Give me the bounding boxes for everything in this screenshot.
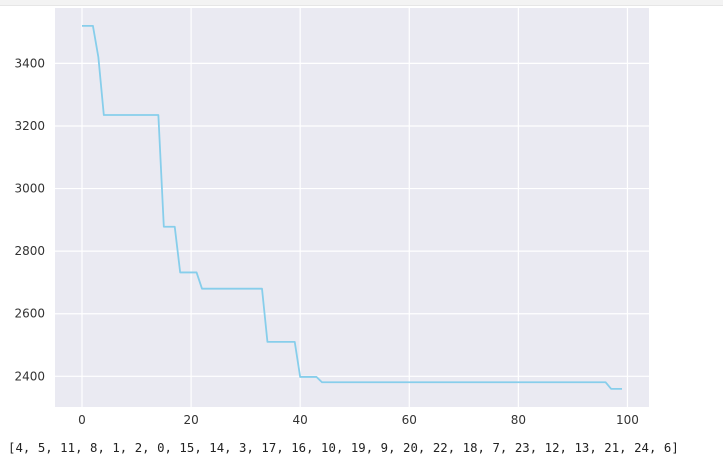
x-tick-label: 60 — [402, 413, 417, 427]
y-tick-label: 2600 — [14, 307, 45, 321]
y-tick-label: 3400 — [14, 56, 45, 70]
tick-labels: 0 20 40 60 80 100 2400 2600 2800 3000 3200 3400 — [14, 56, 638, 427]
cell-output-text: [4, 5, 11, 8, 1, 2, 0, 15, 14, 3, 17, 16… — [8, 441, 679, 455]
x-tick-label: 20 — [183, 413, 198, 427]
grid-lines — [55, 8, 649, 407]
x-tick-label: 100 — [616, 413, 639, 427]
y-tick-label: 2800 — [14, 244, 45, 258]
line-chart: 0 20 40 60 80 100 2400 2600 2800 3000 3200 3400 — [14, 8, 649, 427]
series-layer — [82, 24, 622, 390]
plot-area — [55, 8, 649, 407]
x-tick-label: 80 — [511, 413, 526, 427]
y-tick-label: 3000 — [14, 182, 45, 196]
x-tick-label: 40 — [293, 413, 308, 427]
series-line — [82, 24, 622, 390]
cell-top-border — [0, 0, 723, 6]
y-tick-label: 3200 — [14, 119, 45, 133]
y-tick-label: 2400 — [14, 369, 45, 383]
x-tick-label: 0 — [78, 413, 86, 427]
